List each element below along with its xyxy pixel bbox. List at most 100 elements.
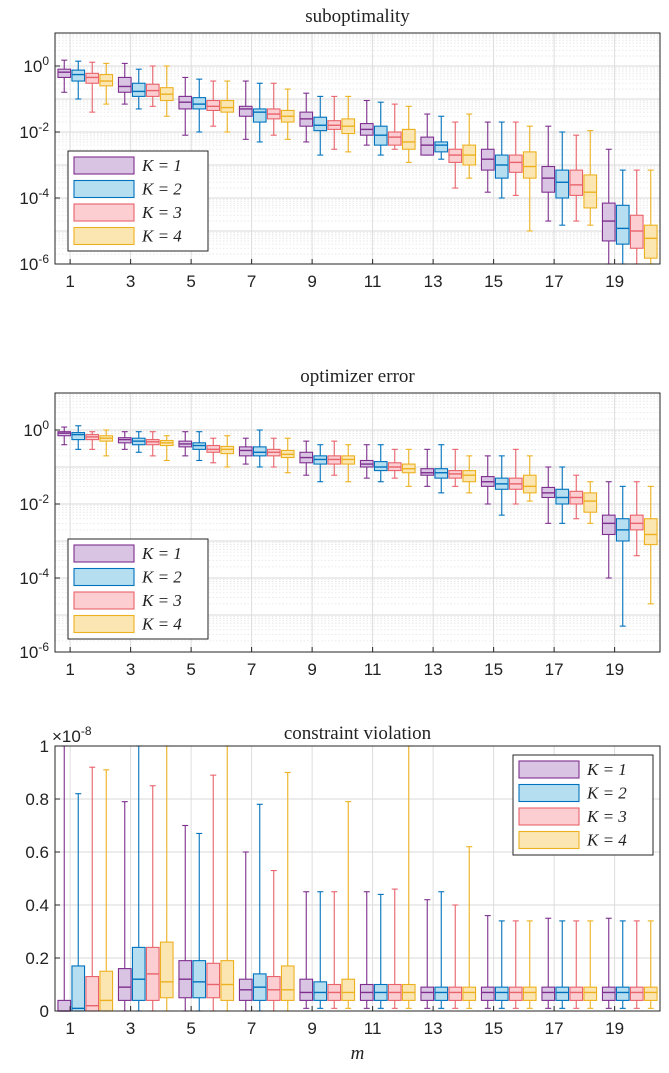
box-K=2-m11	[373, 444, 388, 483]
legend-swatch	[73, 567, 135, 587]
x-tick-label: 1	[65, 1019, 74, 1038]
box-K=4-m11	[401, 448, 416, 487]
box-K=2-m5	[192, 431, 207, 462]
box-body	[117, 968, 132, 1001]
x-tick-label: 11	[364, 272, 382, 291]
box-K=4-m7	[280, 88, 295, 140]
y-tick-label: 1	[40, 737, 49, 756]
box-K=3-m3	[145, 65, 160, 107]
box-K=1-m9	[299, 440, 314, 476]
box-body	[629, 214, 644, 249]
box-body	[99, 970, 114, 1012]
box-K=4-m3	[159, 435, 174, 462]
legend-label: K = 1	[141, 544, 182, 563]
box-body	[615, 986, 630, 1001]
box-K=2-m5	[192, 78, 207, 133]
box-body	[131, 82, 146, 97]
box-body	[420, 986, 435, 1001]
box-K=1-m19	[601, 917, 616, 1009]
box-K=3-m9	[327, 891, 342, 1009]
legend-swatch	[73, 156, 135, 175]
x-ticks: 1 3 5 7 9 11 13 15 17 19	[65, 1006, 624, 1038]
x-tick-label: 11	[364, 1019, 382, 1038]
box-K=3-m17	[569, 134, 584, 222]
x-ticks: 1 3 5 7 9 11 13 15 17 19	[65, 647, 624, 679]
x-tick-label: 17	[545, 1019, 564, 1038]
box-body	[192, 97, 207, 110]
x-tick-label: 1	[65, 660, 74, 679]
box-K=1-m13	[420, 448, 435, 487]
box-K=4-m3	[159, 65, 174, 117]
x-tick-label: 19	[605, 1019, 624, 1038]
box-K=2-m3	[131, 745, 146, 1012]
box-K=4-m15	[522, 920, 537, 1009]
box-K=3-m13	[448, 121, 463, 189]
box-body	[541, 986, 556, 1001]
box-body	[373, 461, 388, 472]
box-body	[71, 965, 86, 1012]
box-K=2-m15	[494, 121, 509, 199]
box-K=2-m5	[192, 832, 207, 1012]
box-body	[71, 69, 86, 82]
box-K=1-m3	[117, 62, 132, 105]
chart-title: suboptimality	[305, 6, 410, 27]
y-tick-label: 0.8	[25, 790, 49, 809]
box-K=4-m13	[462, 846, 477, 1009]
box-K=3-m5	[206, 437, 221, 464]
box-K=2-m13	[434, 115, 449, 160]
y-tick-label: 10-2	[19, 492, 49, 514]
legend-label: K = 2	[141, 180, 182, 199]
box-body	[266, 975, 281, 1001]
box-body	[569, 169, 584, 196]
box-K=3-m5	[206, 774, 221, 1012]
box-body	[159, 941, 174, 999]
box-body	[313, 116, 328, 132]
box-K=4-m17	[583, 130, 598, 226]
box-body	[522, 474, 537, 494]
y-tick-label: 0	[40, 1002, 49, 1021]
box-body	[462, 470, 477, 483]
legend-swatch	[518, 783, 580, 803]
box-K=4-m15	[522, 125, 537, 232]
box-K=2-m9	[313, 95, 328, 156]
legend-label: K = 4	[141, 615, 182, 634]
legend-label: K = 1	[141, 156, 182, 175]
y-exponent-label: ×10-8	[52, 724, 92, 746]
box-K=2-m1	[71, 60, 86, 100]
box-K=4-m1	[99, 62, 114, 105]
box-body	[462, 986, 477, 1001]
box-body	[508, 986, 523, 1001]
box-K=1-m15	[480, 915, 495, 1009]
box-body	[629, 986, 644, 1001]
legend-label: K = 3	[141, 203, 182, 222]
box-K=4-m19	[643, 920, 658, 1009]
box-K=4-m5	[220, 745, 235, 1012]
box-body	[494, 154, 509, 179]
box-body	[434, 986, 449, 1001]
y-ticks: 100 10-2 10-4 10-6	[19, 54, 60, 274]
box-K=2-m17	[555, 131, 570, 226]
y-tick-label: 0.2	[25, 949, 49, 968]
legend-label: K = 3	[586, 807, 627, 826]
y-tick-label: 100	[23, 418, 49, 440]
x-tick-label: 15	[484, 660, 503, 679]
x-ticks: 1 3 5 7 9 11 13 15 17 19	[65, 259, 624, 291]
x-tick-label: 5	[186, 272, 195, 291]
axes-frame	[54, 32, 661, 265]
grid	[55, 33, 660, 265]
box-K=4-m13	[462, 113, 477, 179]
box-K=1-m9	[299, 92, 314, 143]
box-K=2-m1	[71, 793, 86, 1012]
boxes	[57, 425, 658, 627]
box-K=2-m7	[252, 429, 267, 468]
box-K=1-m17	[541, 917, 556, 1009]
box-K=3-m15	[508, 920, 523, 1009]
x-tick-label: 19	[605, 660, 624, 679]
box-K=1-m7	[238, 851, 253, 1012]
legend-swatch	[73, 203, 135, 222]
x-axis-label: m	[351, 1043, 365, 1064]
box-body	[299, 978, 314, 1001]
box-K=1-m13	[420, 899, 435, 1009]
box-body	[57, 999, 72, 1012]
